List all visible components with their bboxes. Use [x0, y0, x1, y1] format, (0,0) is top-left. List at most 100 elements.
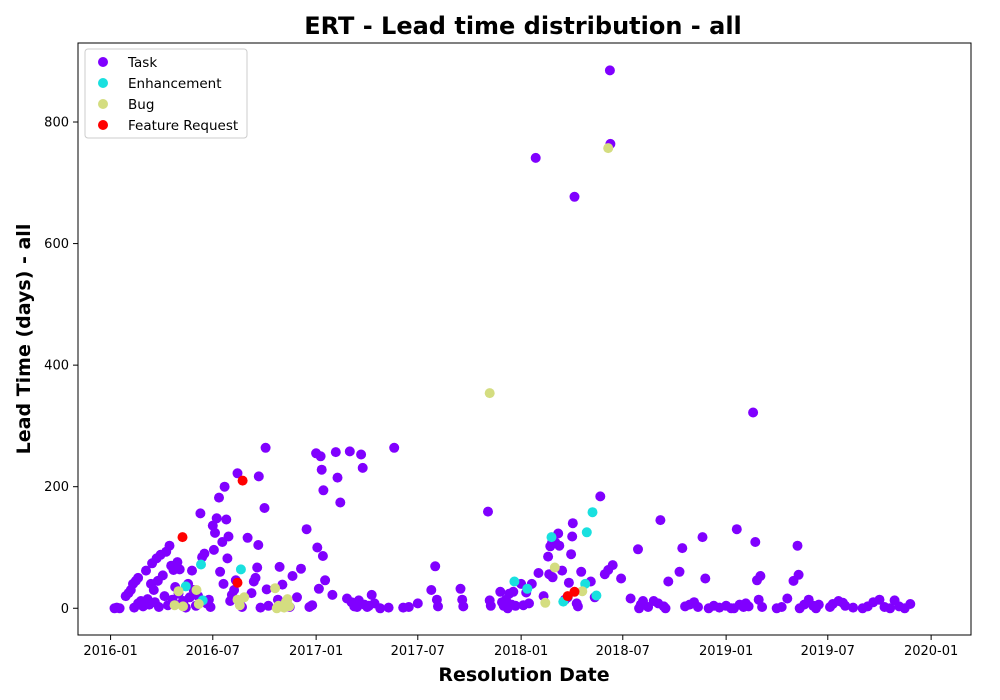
- data-point: [193, 599, 204, 609]
- data-point: [776, 602, 787, 612]
- data-point: [174, 564, 185, 575]
- data-point: [255, 602, 266, 613]
- data-point: [546, 532, 557, 543]
- data-point: [313, 583, 324, 594]
- data-point: [430, 561, 441, 572]
- data-point: [196, 559, 206, 570]
- x-tick-label: 2017-07: [391, 644, 445, 659]
- data-point: [533, 568, 544, 578]
- data-point: [905, 599, 916, 609]
- data-point: [375, 603, 386, 614]
- data-point: [549, 562, 560, 573]
- data-point: [301, 524, 312, 535]
- data-point: [403, 602, 414, 612]
- data-point: [633, 544, 643, 555]
- data-point: [524, 598, 534, 609]
- data-point: [748, 407, 759, 418]
- data-point: [508, 586, 519, 597]
- data-point: [191, 585, 202, 595]
- data-point: [813, 599, 824, 610]
- data-point: [731, 524, 742, 535]
- data-point: [663, 576, 674, 587]
- data-point: [604, 65, 615, 76]
- data-point: [366, 589, 377, 600]
- y-axis-label: Lead Time (days) - all: [13, 224, 35, 455]
- data-point: [677, 543, 688, 554]
- data-point: [587, 507, 598, 518]
- data-point: [607, 560, 618, 571]
- data-point: [700, 573, 711, 584]
- data-point: [205, 602, 216, 612]
- x-tick-label: 2019-01: [699, 644, 753, 659]
- data-point: [848, 602, 859, 613]
- data-point: [743, 601, 754, 612]
- legend: Task Enhancement Bug Feature Request: [84, 48, 248, 139]
- data-point: [483, 506, 493, 517]
- data-point: [153, 602, 164, 612]
- data-point: [270, 583, 281, 594]
- data-point: [793, 569, 804, 580]
- data-point: [782, 593, 793, 604]
- data-point: [458, 601, 469, 612]
- data-point: [330, 447, 341, 458]
- data-point: [114, 603, 125, 614]
- legend-marker: [98, 78, 108, 88]
- y-tick-label: 200: [44, 480, 69, 495]
- legend-label: Enhancement: [128, 76, 222, 92]
- data-point: [232, 577, 243, 588]
- data-point: [219, 481, 230, 492]
- data-point: [455, 583, 466, 594]
- data-point: [543, 551, 554, 562]
- scatter-points: [109, 65, 916, 614]
- y-tick-label: 800: [44, 116, 69, 131]
- data-point: [218, 578, 229, 589]
- data-point: [195, 508, 206, 519]
- data-point: [674, 566, 685, 577]
- data-point: [433, 601, 443, 612]
- data-point: [215, 566, 226, 577]
- data-point: [307, 600, 318, 611]
- data-point: [332, 472, 343, 483]
- data-point: [164, 540, 175, 551]
- data-point: [261, 584, 272, 595]
- data-point: [141, 565, 151, 576]
- data-point: [344, 446, 355, 457]
- data-point: [412, 598, 423, 609]
- data-point: [246, 588, 257, 599]
- x-tick-label: 2019-07: [801, 644, 855, 659]
- data-point: [357, 462, 368, 473]
- data-point: [296, 563, 306, 574]
- data-point: [509, 576, 520, 587]
- data-point: [210, 527, 220, 538]
- x-tick-label: 2018-01: [494, 644, 548, 659]
- data-point: [177, 532, 188, 543]
- data-point: [569, 191, 580, 202]
- data-point: [495, 586, 506, 597]
- data-point: [327, 589, 338, 600]
- data-point: [569, 586, 580, 597]
- data-point: [389, 442, 400, 453]
- data-point: [576, 566, 587, 577]
- data-point: [242, 532, 253, 543]
- data-point: [260, 442, 271, 453]
- data-point: [232, 468, 243, 479]
- x-axis-label: Resolution Date: [438, 664, 609, 686]
- legend-label: Feature Request: [128, 118, 238, 134]
- x-tick-label: 2020-01: [904, 644, 958, 659]
- data-point: [885, 603, 896, 614]
- data-point: [133, 572, 144, 583]
- data-point: [214, 492, 224, 503]
- data-point: [840, 600, 851, 611]
- data-point: [591, 590, 602, 601]
- data-point: [239, 592, 250, 603]
- data-point: [567, 518, 578, 529]
- data-point: [221, 514, 232, 525]
- data-point: [792, 540, 803, 551]
- y-tick-label: 0: [61, 602, 69, 617]
- data-point: [235, 564, 246, 575]
- data-point: [603, 143, 614, 154]
- data-point: [874, 594, 885, 605]
- x-tick-label: 2016-07: [186, 644, 240, 659]
- data-point: [484, 388, 495, 399]
- data-point: [356, 449, 367, 460]
